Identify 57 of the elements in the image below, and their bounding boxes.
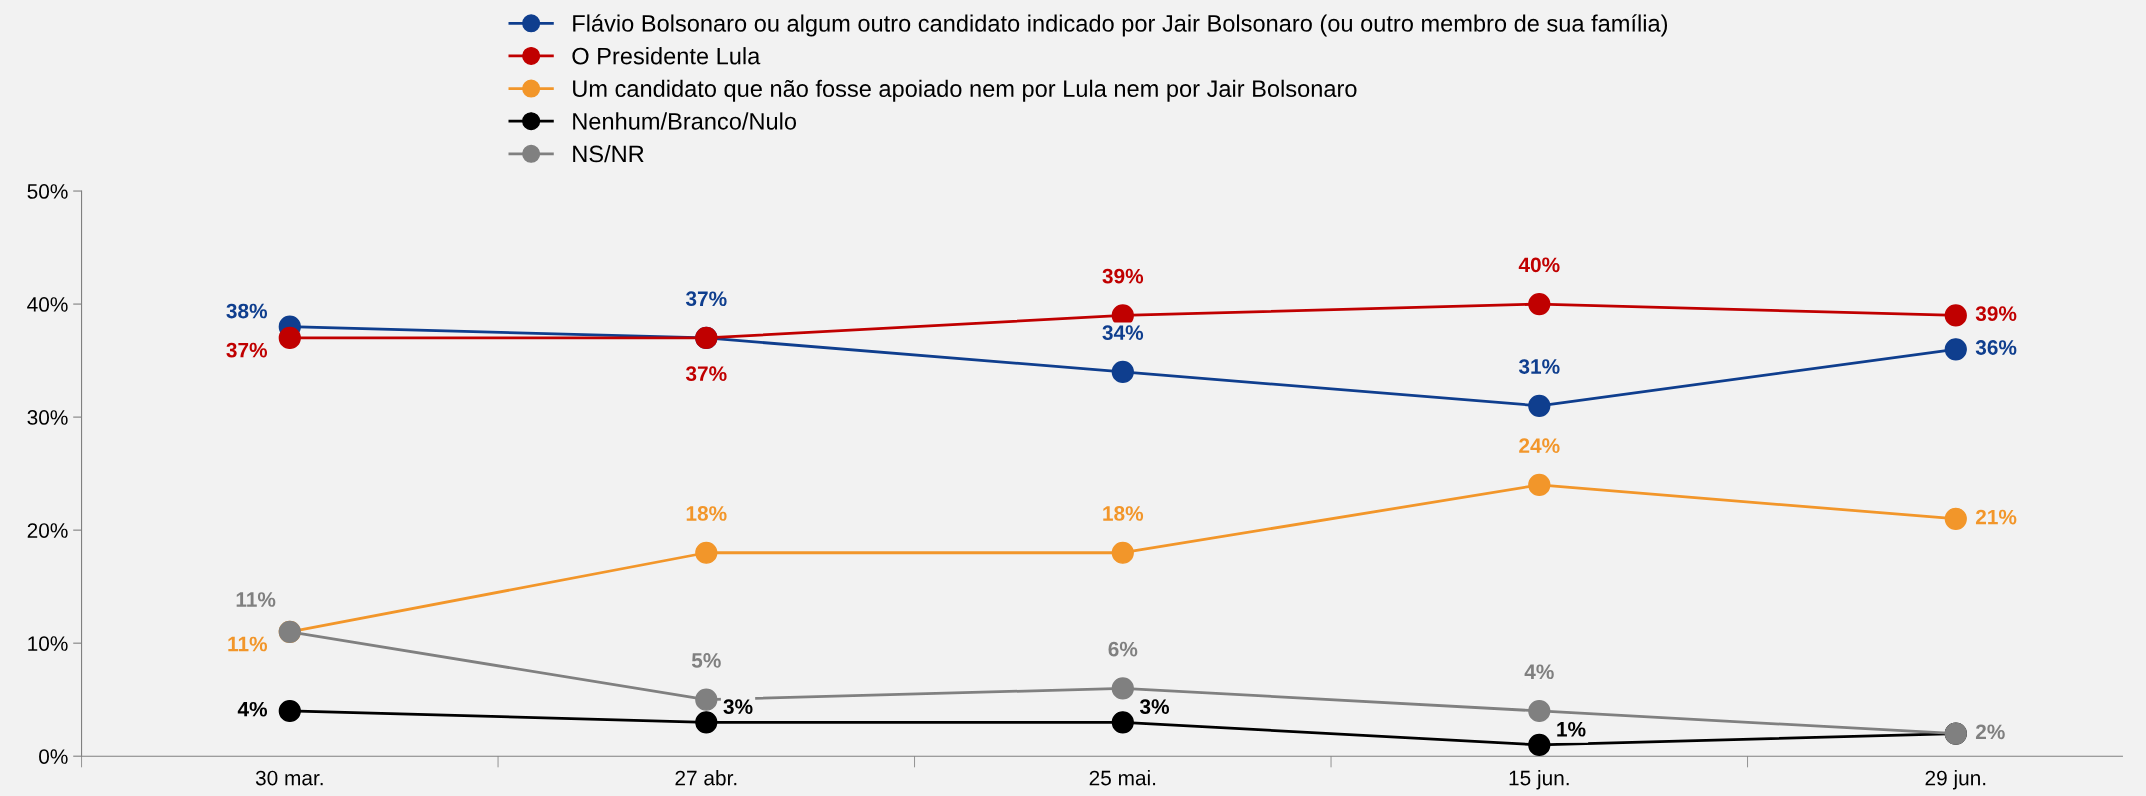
point — [1528, 473, 1551, 497]
data-label: 36% — [1975, 340, 2017, 355]
data-label: 3% — [1139, 699, 1170, 715]
data-label: 11% — [236, 592, 276, 607]
y-tick-label: 50% — [27, 184, 68, 199]
data-label: 40% — [1518, 257, 1560, 273]
point — [1528, 292, 1551, 316]
legend-label: Flávio Bolsonaro ou algum outro candidato indicado por Jair Bolsonaro (ou outro membro de sua família) — [573, 14, 1668, 37]
point — [1944, 304, 1967, 327]
data-label: 4% — [1524, 664, 1554, 680]
point — [695, 688, 718, 711]
data-label: 3% — [723, 699, 753, 715]
data-label: 37% — [685, 291, 727, 307]
point — [1528, 733, 1551, 757]
point — [278, 699, 301, 723]
data-label: 21% — [1975, 509, 2017, 525]
x-tick-label: 15 jun. — [1509, 770, 1569, 790]
data-label: 34% — [1102, 325, 1144, 341]
y-tick-label: 20% — [27, 523, 68, 538]
legend-label: NS/NR — [573, 144, 644, 163]
data-label: 39% — [1975, 306, 2017, 321]
point — [695, 541, 718, 564]
point — [1111, 711, 1134, 734]
point — [1528, 699, 1551, 723]
data-label: 18% — [1103, 506, 1144, 521]
data-label: 4% — [237, 701, 268, 717]
point — [278, 326, 301, 350]
point — [1111, 360, 1134, 384]
y-tick-label: 10% — [28, 636, 68, 651]
data-label: 2% — [1975, 724, 2005, 740]
data-label: 18% — [686, 506, 727, 521]
data-label: 37% — [685, 366, 727, 382]
point — [1528, 394, 1551, 417]
point — [1111, 677, 1134, 700]
data-label: 39% — [1102, 268, 1144, 284]
data-label: 6% — [1108, 641, 1138, 657]
data-label: 1% — [1557, 721, 1586, 737]
x-tick-label: 25 mai. — [1089, 770, 1156, 786]
data-label: 37% — [226, 342, 268, 358]
legend-label: O Presidente Lula — [572, 47, 761, 65]
point — [1111, 541, 1134, 564]
y-tick-label: 40% — [27, 297, 68, 312]
data-label: 38% — [226, 303, 268, 319]
point — [695, 711, 718, 734]
legend-label: Um candidato que não fosse apoiado nem por Lula nem por Jair Bolsonaro — [573, 79, 1357, 102]
x-tick-label: 29 jun. — [1925, 770, 1986, 790]
x-tick-label: 27 abr. — [675, 770, 737, 786]
data-label: 11% — [228, 636, 268, 652]
data-label: 24% — [1519, 438, 1560, 453]
data-label: 5% — [691, 653, 721, 668]
point — [1944, 338, 1967, 361]
y-tick-label: 30% — [27, 410, 68, 425]
y-tick-label: 0% — [39, 749, 68, 764]
legend-label: Nenhum/Branco/Nulo — [573, 112, 797, 130]
x-tick-label: 30 mar. — [255, 770, 323, 786]
data-label: 31% — [1518, 359, 1560, 374]
point — [1944, 507, 1967, 530]
